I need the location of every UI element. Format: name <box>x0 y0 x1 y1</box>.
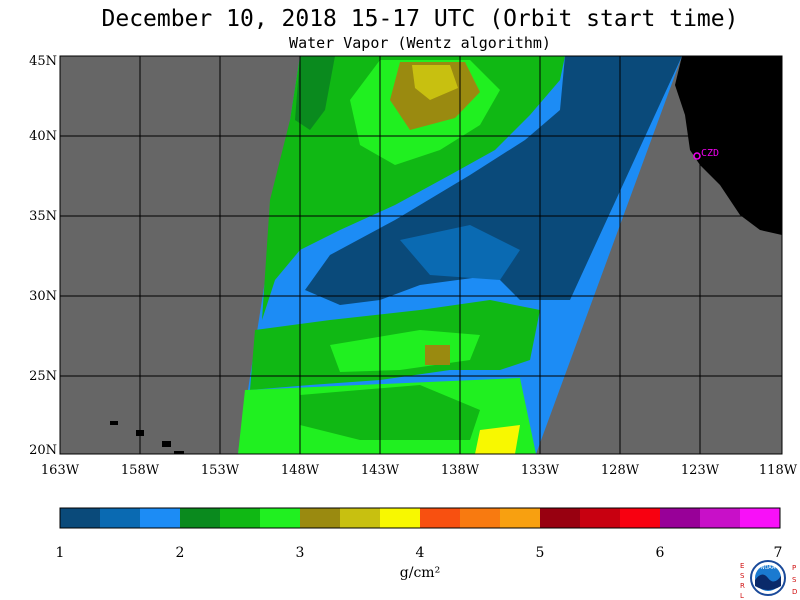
logo-letter: S <box>792 576 797 584</box>
lon-label: 123W <box>681 463 720 478</box>
moist-band-south-lower-core <box>300 385 480 440</box>
colorbar-tick: 2 <box>176 545 185 561</box>
colorbar-swatch <box>500 508 541 528</box>
colorbar-swatch <box>740 508 781 528</box>
colorbar-swatch <box>220 508 261 528</box>
colorbar-swatch <box>620 508 661 528</box>
logo-letter: R <box>740 582 745 590</box>
colorbar-swatch <box>660 508 701 528</box>
lon-label: 138W <box>441 463 480 478</box>
land-california <box>675 56 782 235</box>
moist-patch <box>425 345 450 365</box>
logo-letter: D <box>792 588 797 596</box>
logo-bird <box>755 574 781 590</box>
lat-label: 25N <box>29 369 57 384</box>
colorbar-tick: 4 <box>416 545 425 561</box>
moist-band-north-max <box>412 65 458 100</box>
logo-letter: E <box>740 562 744 570</box>
lon-label: 143W <box>361 463 400 478</box>
colorbar-frame <box>59 507 781 529</box>
noaa-logo: E S R L P S D NOAA <box>740 560 797 600</box>
lon-label: 163W <box>41 463 80 478</box>
station-marker <box>693 152 701 160</box>
land-island-3 <box>162 441 171 447</box>
moist-band-north <box>262 56 565 320</box>
colorbar-tick: 7 <box>774 545 783 561</box>
colorbar-swatch <box>540 508 581 528</box>
lon-label: 158W <box>121 463 160 478</box>
map-title: December 10, 2018 15-17 UTC (Orbit start… <box>101 6 739 32</box>
lat-label: 40N <box>29 129 57 144</box>
colorbar-swatch <box>420 508 461 528</box>
map-frame <box>59 55 783 455</box>
lon-label: 133W <box>521 463 560 478</box>
map-subtitle: Water Vapor (Wentz algorithm) <box>289 34 551 52</box>
logo-letter: L <box>740 592 744 600</box>
colorbar-tick: 3 <box>296 545 305 561</box>
lon-label: 153W <box>201 463 240 478</box>
logo-letter: P <box>792 564 796 572</box>
logo-text: NOAA <box>761 565 776 571</box>
colorbar-swatch <box>460 508 501 528</box>
colorbar-swatch <box>380 508 421 528</box>
graticule <box>60 56 782 454</box>
colorbar-swatch <box>700 508 741 528</box>
colorbar <box>60 508 781 528</box>
lat-label: 30N <box>29 289 57 304</box>
lon-label: 148W <box>281 463 320 478</box>
colorbar-swatch <box>140 508 181 528</box>
lon-label: 118W <box>759 463 798 478</box>
moist-patch-max <box>475 425 520 454</box>
lat-label: 20N <box>29 443 57 458</box>
dry-region <box>305 56 682 305</box>
colorbar-tick: 6 <box>656 545 665 561</box>
colorbar-swatch <box>60 508 101 528</box>
colorbar-swatch <box>100 508 141 528</box>
station-label: CZD <box>701 148 719 159</box>
colorbar-swatch <box>580 508 621 528</box>
colorbar-swatch <box>340 508 381 528</box>
land-island-1 <box>110 421 118 425</box>
land-island-4 <box>174 451 184 454</box>
lon-label: 128W <box>601 463 640 478</box>
logo-letter: S <box>740 572 745 580</box>
lat-label: 45N <box>29 54 57 69</box>
colorbar-tick: 5 <box>536 545 545 561</box>
swath-edge-west <box>295 56 335 130</box>
colorbar-swatch <box>260 508 301 528</box>
colorbar-unit: g/cm² <box>400 565 440 581</box>
colorbar-tick: 1 <box>56 545 65 561</box>
colorbar-swatch <box>180 508 221 528</box>
lat-label: 35N <box>29 209 57 224</box>
colorbar-swatch <box>300 508 341 528</box>
